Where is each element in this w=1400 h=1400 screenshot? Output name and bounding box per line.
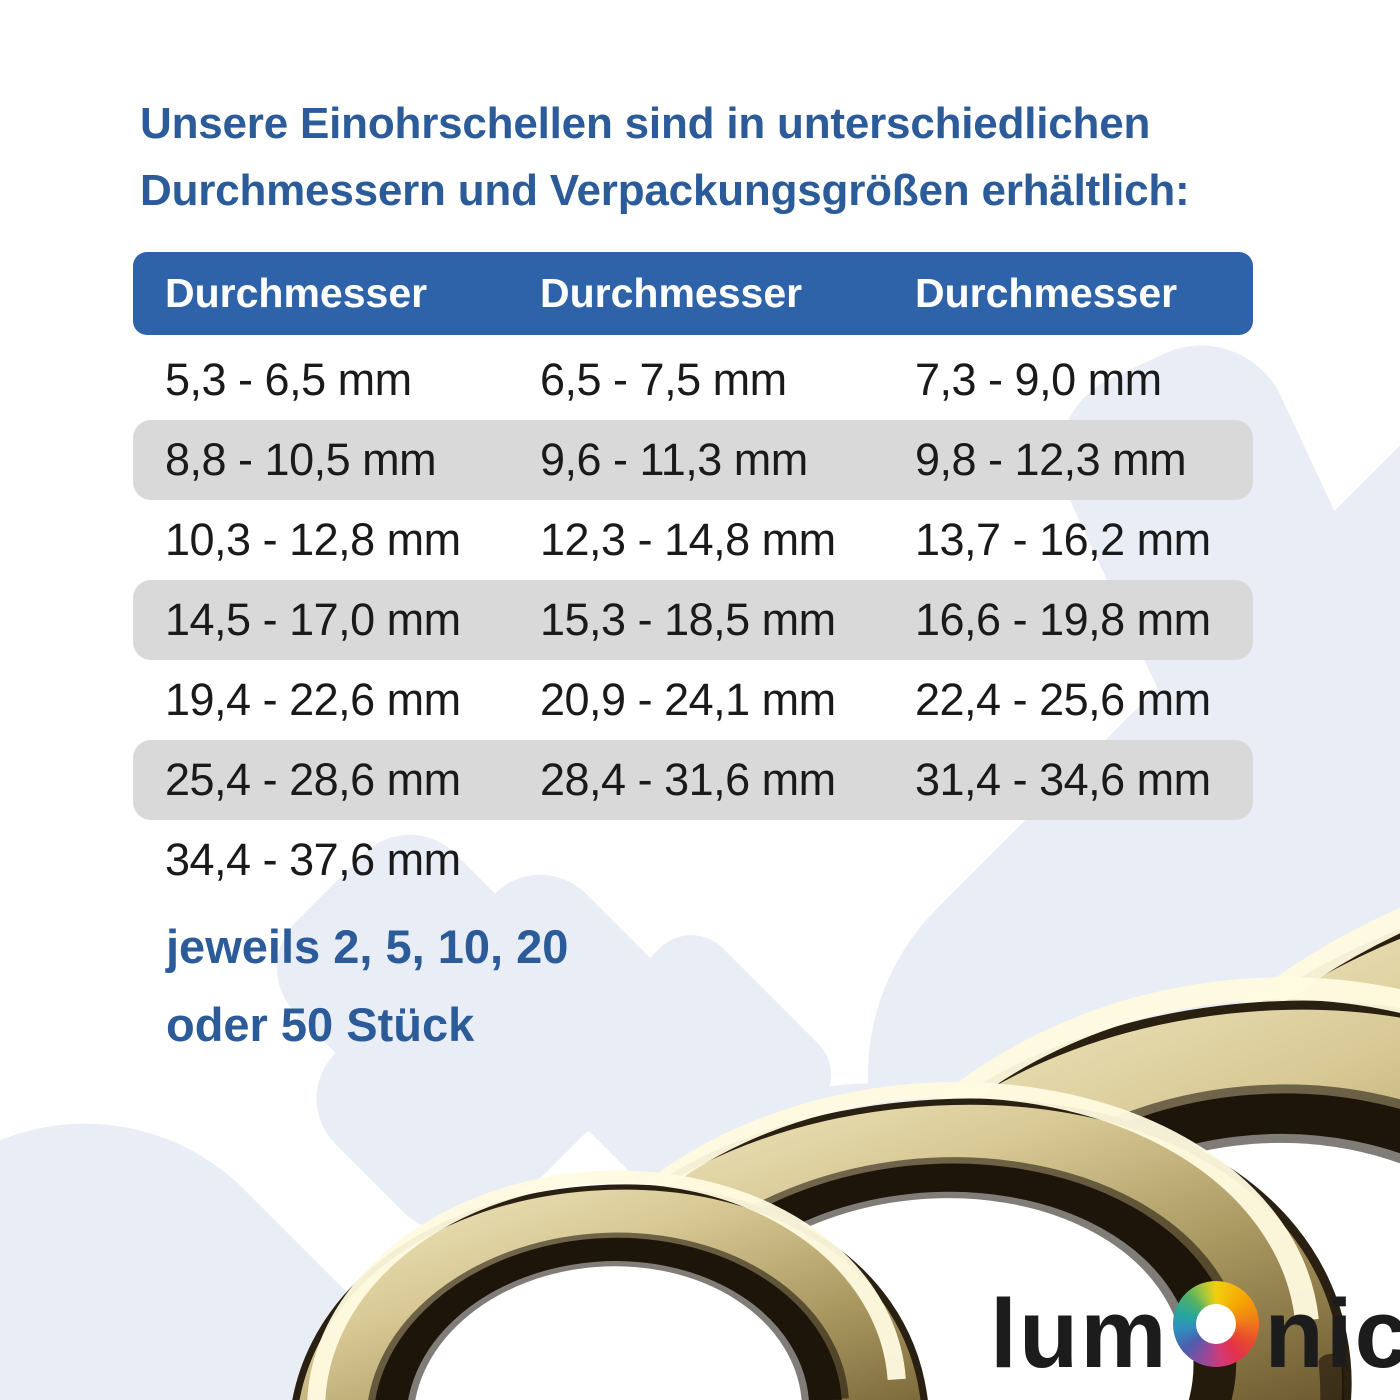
table-cell: 7,3 - 9,0 mm	[915, 354, 1162, 405]
logo-text-suffix: nic	[1264, 1279, 1400, 1388]
table-cell: 9,6 - 11,3 mm	[540, 434, 808, 485]
pack-size-note-line2: oder 50 Stück	[166, 998, 475, 1051]
table-row: 25,4 - 28,6 mm 28,4 - 31,6 mm 31,4 - 34,…	[133, 740, 1253, 820]
logo-text-prefix: lum	[990, 1279, 1169, 1388]
table-body: 5,3 - 6,5 mm 6,5 - 7,5 mm 7,3 - 9,0 mm 8…	[133, 340, 1253, 900]
table-cell: 9,8 - 12,3 mm	[915, 434, 1187, 485]
logo-color-ring-icon	[1173, 1281, 1260, 1367]
table-cell: 20,9 - 24,1 mm	[540, 674, 836, 725]
table-header-row: Durchmesser Durchmesser Durchmesser	[133, 252, 1253, 335]
table-cell: 25,4 - 28,6 mm	[165, 754, 461, 805]
table-cell: 28,4 - 31,6 mm	[540, 754, 836, 805]
page-title-line1: Unsere Einohrschellen sind in unterschie…	[140, 99, 1151, 148]
table-cell: 19,4 - 22,6 mm	[165, 674, 461, 725]
table-row: 19,4 - 22,6 mm 20,9 - 24,1 mm 22,4 - 25,…	[133, 660, 1253, 740]
pack-size-note: jeweils 2, 5, 10, 20 oder 50 Stück	[166, 908, 568, 1064]
table-cell: 12,3 - 14,8 mm	[540, 514, 836, 565]
table-cell: 6,5 - 7,5 mm	[540, 354, 787, 405]
table-row: 14,5 - 17,0 mm 15,3 - 18,5 mm 16,6 - 19,…	[133, 580, 1253, 660]
page-title-line2: Durchmessern und Verpackungsgrößen erhäl…	[140, 166, 1190, 215]
diameter-table: Durchmesser Durchmesser Durchmesser 5,3 …	[133, 252, 1253, 900]
table-cell: 5,3 - 6,5 mm	[165, 354, 412, 405]
table-cell: 22,4 - 25,6 mm	[915, 674, 1211, 725]
table-cell: 16,6 - 19,8 mm	[915, 594, 1211, 645]
table-cell: 31,4 - 34,6 mm	[915, 754, 1211, 805]
table-cell: 14,5 - 17,0 mm	[165, 594, 461, 645]
page-title: Unsere Einohrschellen sind in unterschie…	[140, 90, 1290, 224]
table-row: 8,8 - 10,5 mm 9,6 - 11,3 mm 9,8 - 12,3 m…	[133, 420, 1253, 500]
table-header-cell: Durchmesser	[915, 270, 1178, 316]
table-row: 34,4 - 37,6 mm	[133, 820, 1253, 900]
table-header-cell: Durchmesser	[540, 270, 803, 316]
table-cell: 8,8 - 10,5 mm	[165, 434, 437, 485]
table-row: 5,3 - 6,5 mm 6,5 - 7,5 mm 7,3 - 9,0 mm	[133, 340, 1253, 420]
table-cell: 34,4 - 37,6 mm	[165, 834, 461, 885]
brand-logo: lum nic	[990, 1272, 1400, 1382]
table-row: 10,3 - 12,8 mm 12,3 - 14,8 mm 13,7 - 16,…	[133, 500, 1253, 580]
table-header-cell: Durchmesser	[165, 270, 428, 316]
table-cell: 15,3 - 18,5 mm	[540, 594, 836, 645]
table-cell: 10,3 - 12,8 mm	[165, 514, 461, 565]
table-cell: 13,7 - 16,2 mm	[915, 514, 1211, 565]
pack-size-note-line1: jeweils 2, 5, 10, 20	[166, 920, 569, 973]
